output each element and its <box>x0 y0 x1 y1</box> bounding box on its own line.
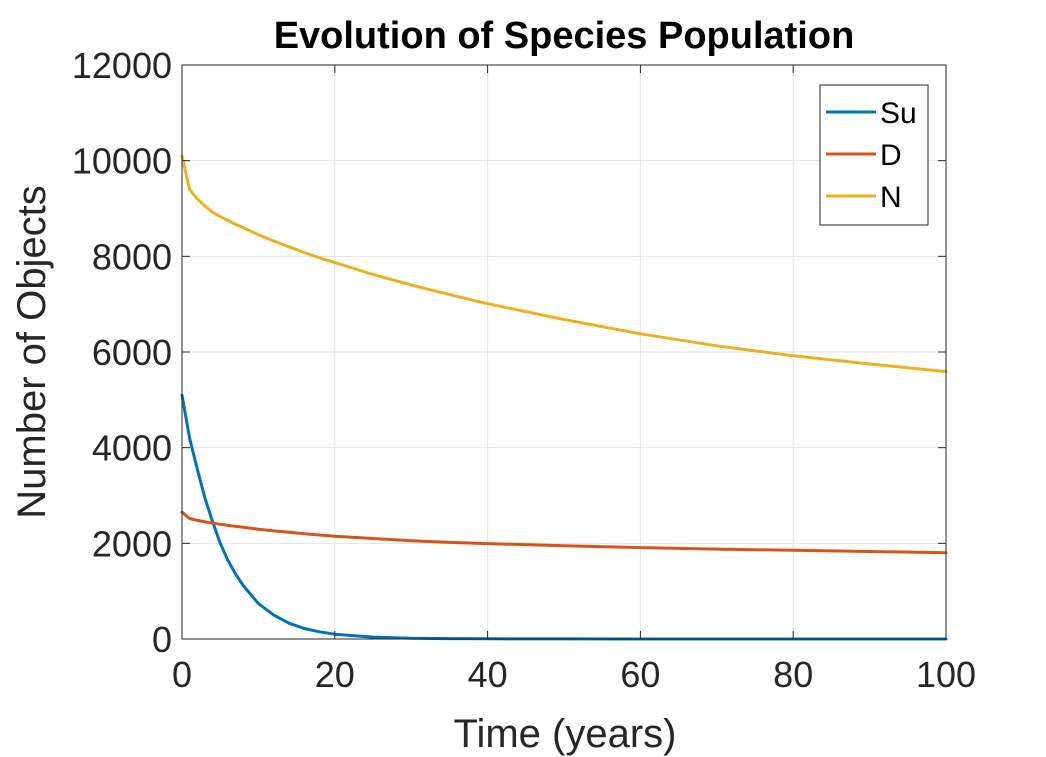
y-tick-label: 0 <box>152 619 172 660</box>
y-tick-label: 12000 <box>72 45 172 86</box>
y-tick-label: 2000 <box>92 523 172 564</box>
y-tick-label: 10000 <box>72 141 172 182</box>
series-line-d <box>180 510 948 555</box>
y-tick-label: 4000 <box>92 428 172 469</box>
series-line-n <box>180 154 948 374</box>
x-tick-label: 0 <box>172 654 192 695</box>
x-tick-label: 100 <box>916 654 976 695</box>
chart-title: Evolution of Species Population <box>274 15 855 57</box>
legend-label-d: D <box>880 139 902 172</box>
x-tick-label: 40 <box>468 654 508 695</box>
legend-label-su: Su <box>880 97 917 130</box>
axis-ticks: 0 20 40 60 80 100 0 2000 4000 6000 8000 10000 12000 <box>72 45 976 695</box>
x-axis-label: Time (years) <box>454 712 677 756</box>
x-tick-label: 20 <box>315 654 355 695</box>
y-tick-label: 6000 <box>92 332 172 373</box>
x-tick-label: 60 <box>620 654 660 695</box>
legend: Su DN <box>819 84 929 226</box>
grid-lines <box>181 64 947 640</box>
y-tick-label: 8000 <box>92 236 172 277</box>
legend-label-n: N <box>880 181 902 214</box>
x-tick-label: 80 <box>773 654 813 695</box>
y-axis-label: Number of Objects <box>10 185 54 518</box>
